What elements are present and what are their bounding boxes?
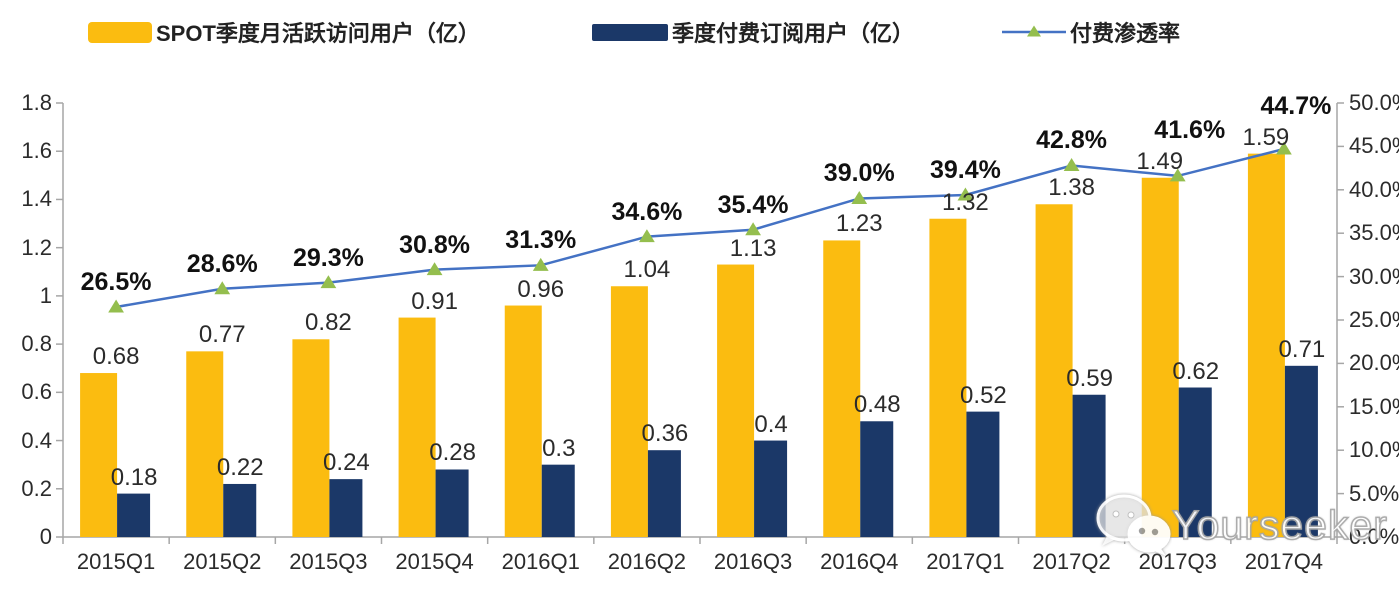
bar-subscribers-2015Q4 [435,469,469,537]
bar-subscribers-2017Q2 [1072,394,1106,537]
bar-subscribers-2016Q1 [541,464,575,537]
penetration-line [115,147,1285,309]
line-marker-2017Q2 [1063,158,1080,171]
bar-mau-2017Q2 [1035,204,1073,537]
legend-label-subscribers: 季度付费订阅用户（亿） [672,21,915,46]
bar-subscribers-2016Q3 [754,440,788,537]
bar-mau-2017Q4 [1247,153,1285,537]
bar-mau-2017Q3 [1141,177,1179,537]
bar-subscribers-2016Q4 [860,421,894,537]
line-marker-2015Q1 [108,299,124,313]
bar-mau-2016Q1 [504,305,542,537]
bar-mau-2016Q4 [823,240,861,537]
bar-subscribers-2015Q3 [329,479,363,537]
legend-item-mau: SPOT季度月活跃访问用户（亿） [88,16,480,48]
line-marker-2016Q4 [851,191,868,204]
legend-label-mau: SPOT季度月活跃访问用户（亿） [156,21,480,46]
bar-subscribers-2015Q1 [117,493,151,537]
bar-subscribers-2017Q3 [1178,387,1212,537]
line-marker-2015Q2 [214,281,231,295]
line-marker-2017Q1 [957,187,974,201]
bar-mau-2017Q1 [929,218,967,537]
line-marker-2016Q2 [639,229,655,243]
line-marker-2016Q1 [532,257,549,271]
bar-subscribers-2016Q2 [647,450,681,537]
bar-mau-2015Q4 [398,317,436,537]
legend-swatch-mau-bar [88,21,152,43]
legend-swatch-subscribers-bar [592,23,668,41]
legend-label-penetration: 付费渗透率 [1070,21,1181,46]
bar-subscribers-2015Q2 [223,483,257,537]
bar-mau-2015Q3 [292,339,330,537]
bar-mau-2016Q3 [717,264,755,537]
line-marker-2017Q3 [1169,168,1186,182]
legend-line-marker-swatch [1002,25,1066,37]
bar-subscribers-2017Q4 [1284,365,1318,537]
line-marker-2015Q3 [320,275,337,289]
bar-subscribers-2017Q1 [966,411,1000,537]
bar-mau-2016Q2 [610,286,648,537]
legend-item-penetration: 付费渗透率 [1002,16,1180,48]
bar-mau-2015Q2 [186,351,224,537]
line-marker-2017Q4 [1276,141,1292,155]
legend-item-subscribers: 季度付费订阅用户（亿） [592,16,914,48]
line-marker-2015Q4 [426,262,443,276]
bar-mau-2015Q1 [80,373,118,537]
line-marker-2016Q3 [745,222,761,236]
